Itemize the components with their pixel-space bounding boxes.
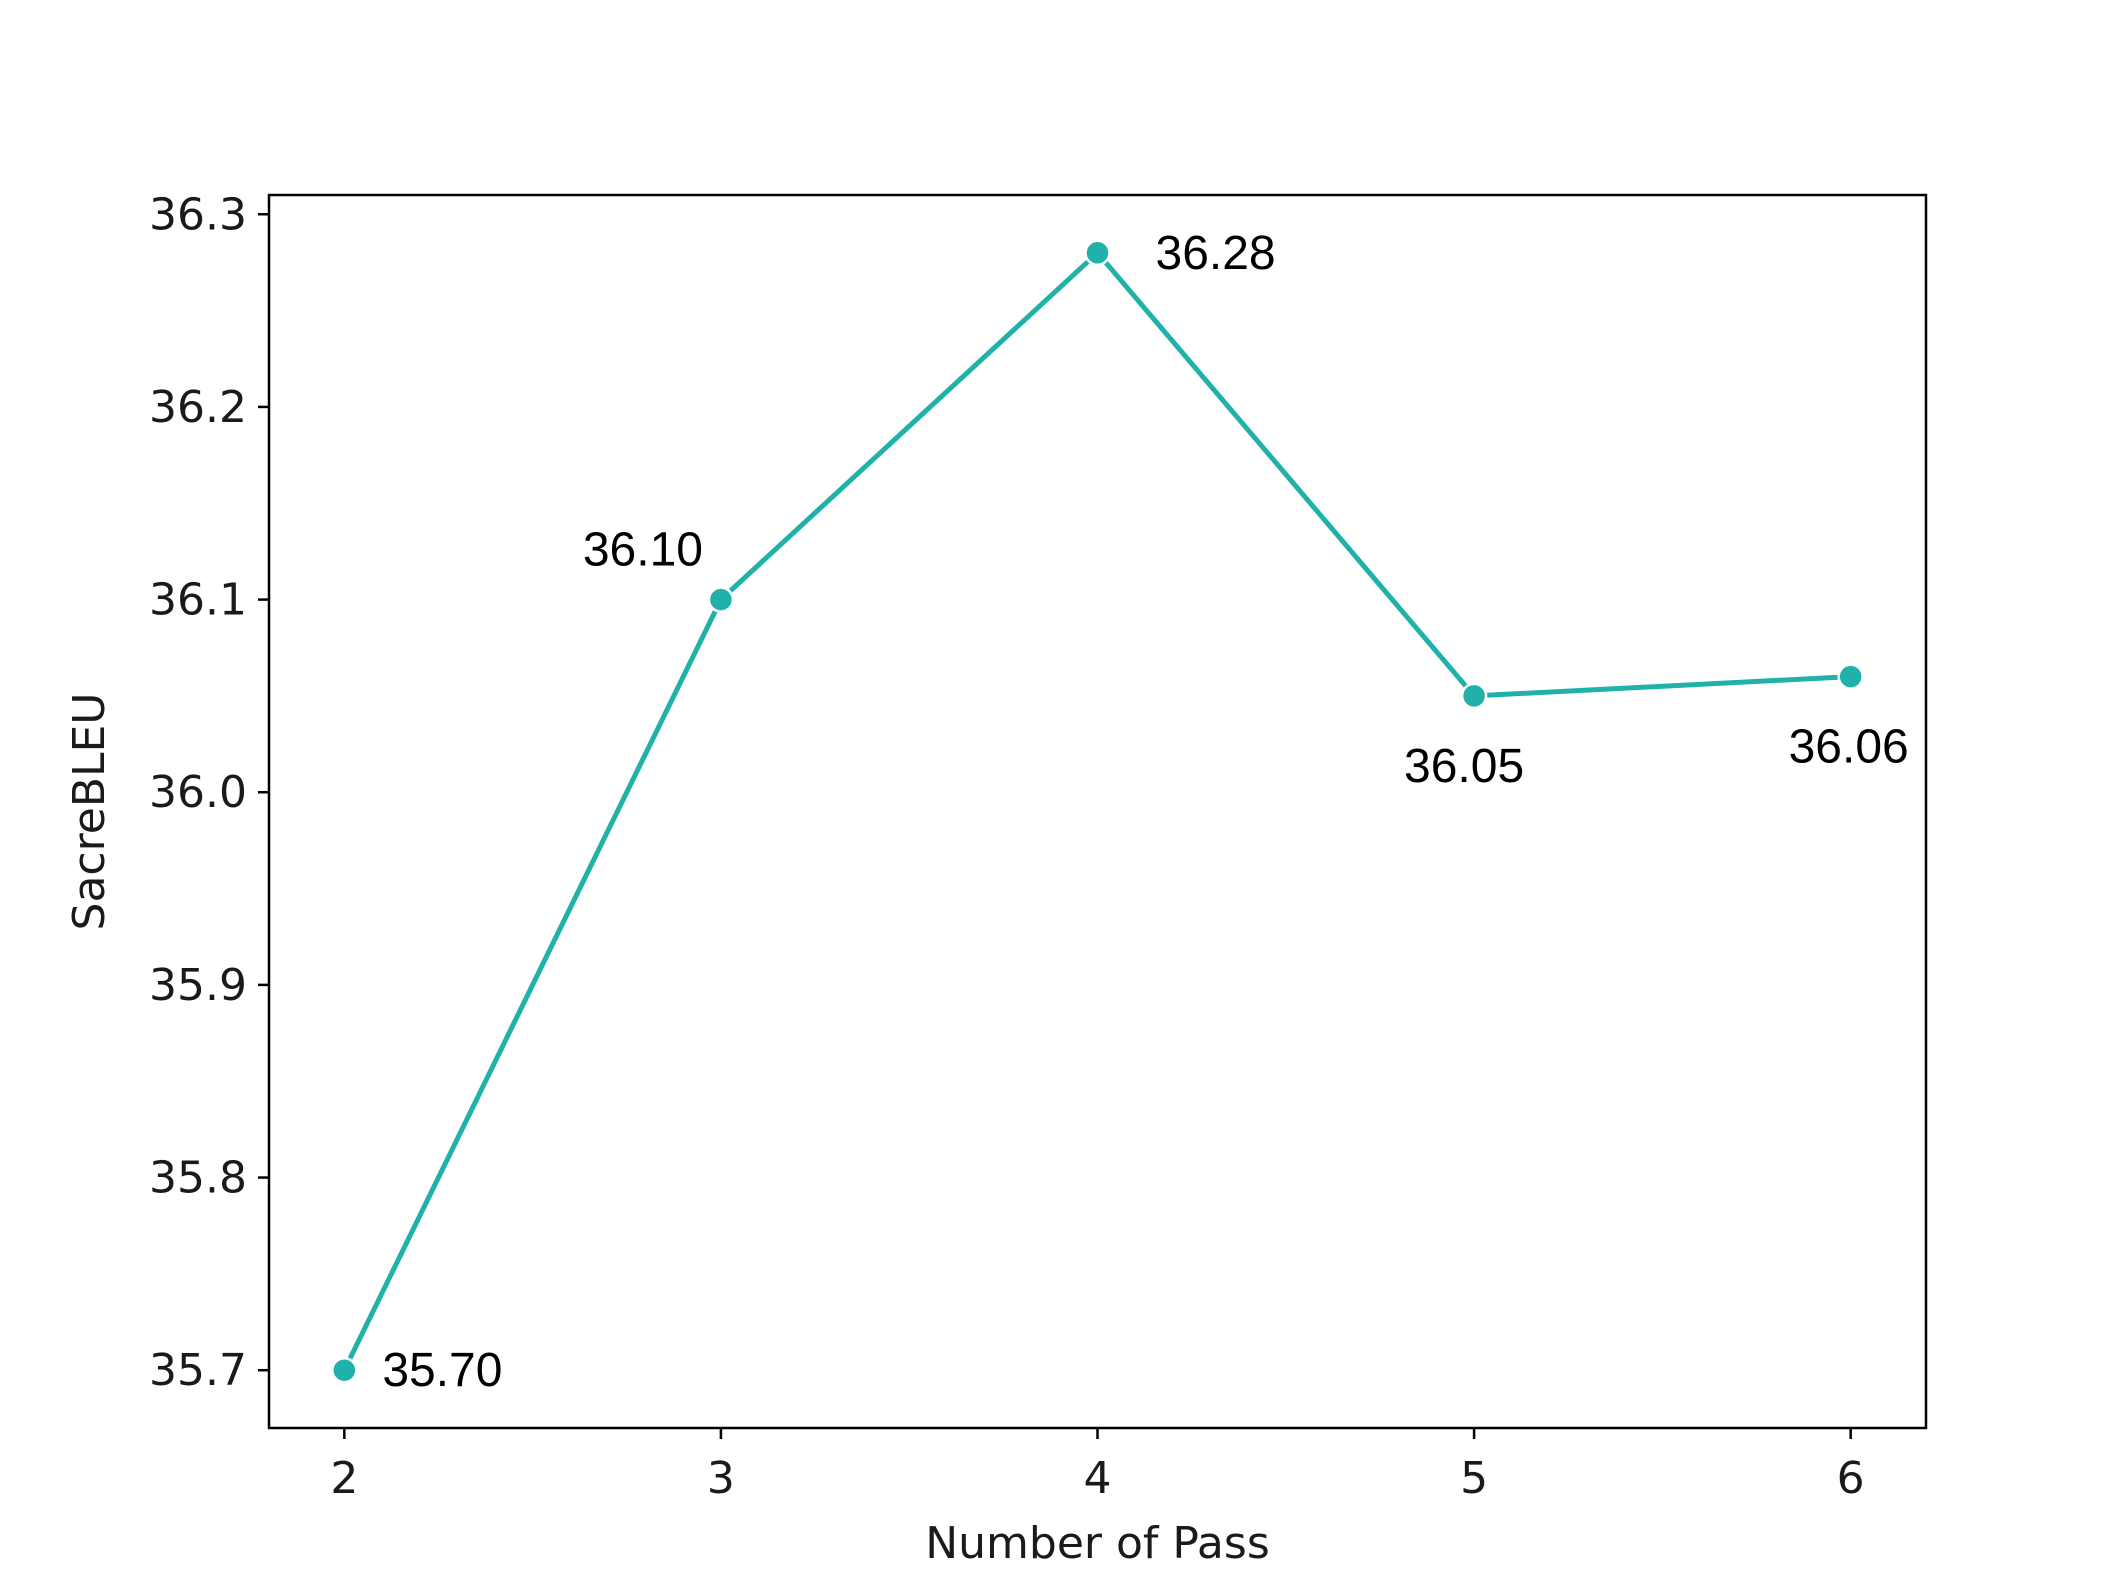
x-tick-label: 6	[1837, 1453, 1865, 1504]
y-tick-label: 36.1	[149, 575, 247, 626]
axes-frame	[267, 193, 1928, 1430]
y-tick-label: 36.0	[149, 767, 247, 818]
x-axis-title: Number of Pass	[925, 1518, 1270, 1569]
plot-area	[267, 193, 1928, 1430]
data-labels: 35.70 36.10 36.28 36.05 36.06	[382, 227, 1908, 1397]
y-tick-label: 35.7	[149, 1345, 247, 1396]
y-tick-label: 35.8	[149, 1153, 247, 1204]
data-label: 36.05	[1404, 740, 1524, 793]
x-tick-label: 4	[1084, 1453, 1112, 1504]
y-tick-label: 36.2	[149, 382, 247, 433]
data-label: 36.28	[1156, 227, 1276, 280]
data-label: 36.10	[583, 524, 703, 577]
data-point	[707, 586, 735, 613]
series-layer	[331, 239, 1864, 1384]
data-label: 36.06	[1789, 721, 1909, 774]
y-axis-title: SacreBLEU	[64, 693, 115, 931]
x-tick-label: 3	[707, 1453, 735, 1504]
y-tick-label: 35.9	[149, 960, 247, 1011]
x-tick-label: 2	[330, 1453, 358, 1504]
series-line	[341, 250, 1854, 1373]
data-point	[1460, 682, 1488, 710]
data-point	[331, 1356, 358, 1384]
y-axis: 35.7 35.8 35.9 36.0 36.1 36.2 36.3	[149, 189, 269, 1396]
data-label: 35.70	[382, 1344, 502, 1397]
y-tick-label: 36.3	[149, 189, 247, 240]
x-axis: 2 3 4 5 6	[330, 1428, 1865, 1504]
data-point	[1084, 239, 1111, 267]
x-tick-label: 5	[1460, 1453, 1488, 1504]
data-point	[1837, 663, 1864, 690]
